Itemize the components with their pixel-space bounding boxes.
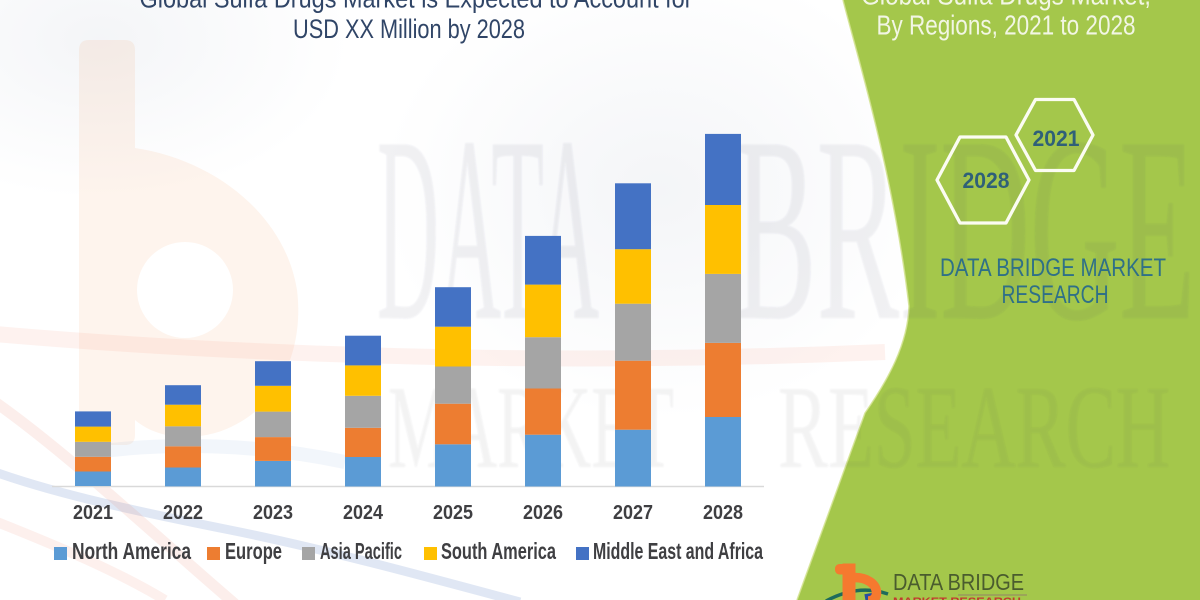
svg-text:2028: 2028 bbox=[963, 168, 1010, 193]
svg-text:2027: 2027 bbox=[613, 502, 653, 524]
svg-text:Asia Pacific: Asia Pacific bbox=[320, 538, 402, 564]
svg-text:Middle East and Africa: Middle East and Africa bbox=[593, 538, 763, 564]
svg-text:DATA BRIDGE: DATA BRIDGE bbox=[893, 569, 1024, 595]
svg-text:MARKET RESEARCH: MARKET RESEARCH bbox=[893, 596, 1021, 600]
svg-text:BRIDGE: BRIDGE bbox=[734, 83, 1195, 376]
svg-text:North America: North America bbox=[72, 538, 191, 564]
svg-text:2022: 2022 bbox=[163, 502, 203, 524]
svg-text:2025: 2025 bbox=[433, 502, 473, 524]
svg-text:USD XX Million by 2028: USD XX Million by 2028 bbox=[293, 14, 525, 44]
svg-text:RESEARCH: RESEARCH bbox=[1002, 281, 1109, 309]
svg-text:2021: 2021 bbox=[73, 502, 113, 524]
svg-text:DATA: DATA bbox=[377, 83, 599, 376]
svg-text:Global Sulfa Drugs Market is E: Global Sulfa Drugs Market is Expected to… bbox=[140, 0, 693, 14]
svg-text:2024: 2024 bbox=[343, 502, 384, 524]
svg-text:2028: 2028 bbox=[703, 502, 743, 524]
svg-text:RESEARCH: RESEARCH bbox=[778, 361, 1170, 493]
svg-text:2026: 2026 bbox=[523, 502, 563, 524]
svg-text:2021: 2021 bbox=[1033, 126, 1080, 151]
svg-text:Global Sulfa Drugs Market,: Global Sulfa Drugs Market, bbox=[861, 0, 1151, 11]
svg-text:2023: 2023 bbox=[253, 502, 293, 524]
svg-text:By Regions, 2021 to 2028: By Regions, 2021 to 2028 bbox=[877, 10, 1136, 41]
svg-text:South America: South America bbox=[441, 538, 556, 564]
svg-text:DATA BRIDGE MARKET: DATA BRIDGE MARKET bbox=[940, 254, 1166, 282]
svg-text:Europe: Europe bbox=[225, 538, 282, 564]
